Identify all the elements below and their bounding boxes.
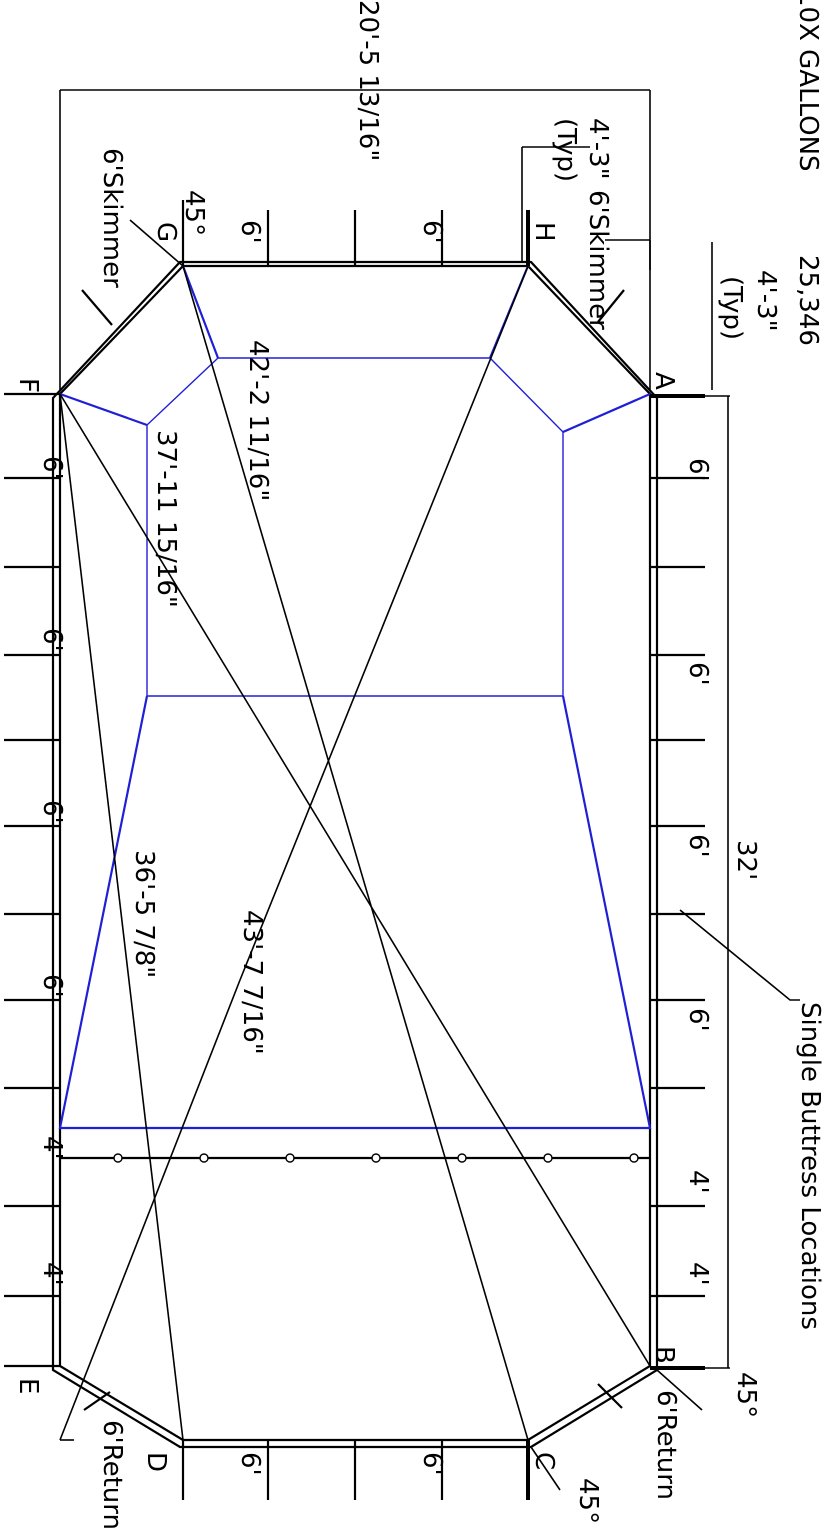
corner-labels: A B C D E F G H (13, 222, 679, 1472)
dimension-labels: 20'-5 13/16" 32' 4'-3" (Typ) 4'-3" (Typ)… (129, 0, 781, 1055)
corner-label-b: B (649, 1346, 679, 1364)
buttress-ticks-right (650, 394, 705, 1370)
angle-g: 45° (179, 190, 209, 236)
diagonal-f-d-label: 36'-5 7/8" (129, 850, 159, 978)
left-segment-5: 4' (37, 1136, 67, 1160)
corner-label-h: H (529, 222, 559, 242)
return-note-bottom: 6'Return (97, 1420, 127, 1528)
fitting-notes: 6'Skimmer 6'Skimmer 6'Return 6'Return Si… (97, 148, 825, 1528)
header-gallons-label: 10X GALLONS (793, 0, 823, 172)
right-segment-4: 6' (683, 1008, 713, 1032)
left-segment-6: 4' (37, 1262, 67, 1286)
skimmer-note-right: 6'Skimmer (583, 190, 613, 330)
angle-c: 45° (573, 1478, 603, 1524)
skimmer-note-left: 6'Skimmer (97, 148, 127, 288)
buttress-ticks-top (181, 200, 530, 266)
fitting-stubs (81, 289, 625, 1411)
left-segment-1: 6' (37, 456, 67, 480)
overall-length-label: 32' (731, 840, 761, 880)
corner-label-g: G (151, 222, 181, 242)
return-note-right: 6'Return (651, 1390, 681, 1500)
right-segment-1: 6' (683, 458, 713, 482)
left-segment-2: 6' (37, 628, 67, 652)
diagonal-g-c-label: 42'-2 11/16" (243, 340, 273, 501)
top-segment-2: 6' (417, 220, 447, 244)
left-segment-3: 6' (37, 800, 67, 824)
header-gallons-value: 25,346 (793, 255, 823, 346)
right-segment-6: 4' (683, 1262, 713, 1286)
diagonal-h-e-label: 43'-7 7/16" (237, 910, 267, 1055)
angle-b: 45° (731, 1372, 761, 1418)
overall-width-label: 20'-5 13/16" (353, 0, 383, 161)
top-segment-1: 6' (235, 220, 265, 244)
segment-labels: 6' 6' 6' 6' 4' 4' 6' 6' 6' 6' 4' 4' 6' 6… (37, 220, 713, 1476)
corner-label-c: C (529, 1452, 559, 1470)
dimension-lines (59, 89, 800, 1491)
corner-label-e: E (13, 1378, 43, 1394)
support-post-line (60, 1153, 650, 1163)
skimmer-offset-top: 4'-3" (583, 118, 613, 180)
right-segment-5: 4' (683, 1170, 713, 1194)
angle-labels: 45° 45° 45° (179, 190, 761, 1524)
buttress-ticks-left (4, 392, 60, 1368)
bottom-segment-1: 6' (235, 1452, 265, 1476)
right-segment-2: 6' (683, 662, 713, 686)
skimmer-offset-right: 4'-3" (751, 270, 781, 332)
bottom-segment-2: 6' (417, 1452, 447, 1476)
left-segment-4: 6' (37, 974, 67, 998)
corner-label-a: A (649, 372, 679, 390)
skimmer-offset-top-typ: (Typ) (551, 118, 581, 182)
corner-label-f: F (13, 378, 43, 393)
skimmer-offset-right-typ: (Typ) (717, 276, 747, 340)
single-buttress-note: Single Buttress Locations (795, 1002, 825, 1330)
buttress-ticks-bottom (181, 1440, 530, 1500)
corner-label-d: D (141, 1452, 171, 1472)
right-segment-3: 6' (683, 834, 713, 858)
diagonal-f-b-label: 37'-11 15/16" (151, 430, 181, 608)
